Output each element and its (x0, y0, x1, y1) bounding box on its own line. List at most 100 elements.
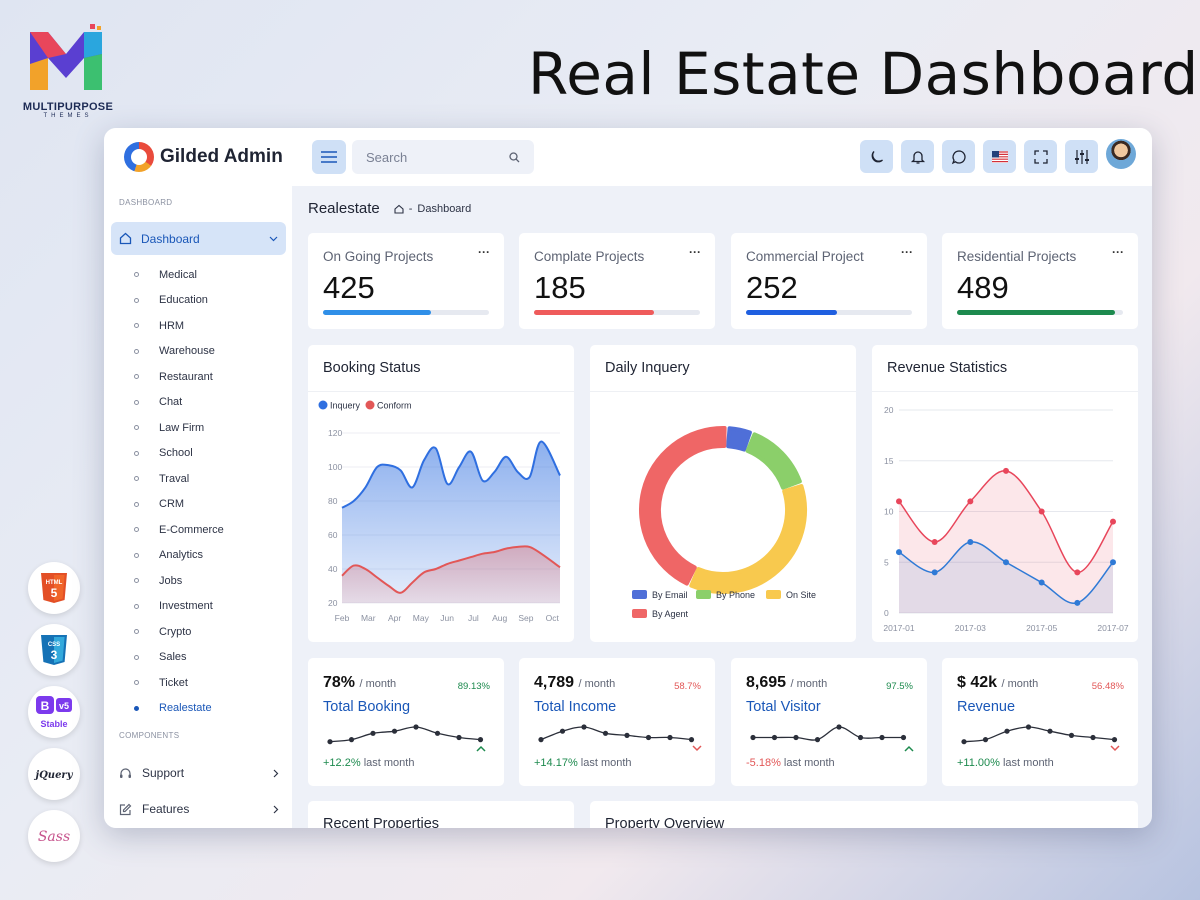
data-point[interactable] (1003, 559, 1009, 566)
search-input[interactable] (366, 149, 496, 165)
data-point[interactable] (931, 538, 938, 545)
headset-icon (120, 767, 131, 778)
sidebar-item-law-firm[interactable]: Law Firm (134, 415, 224, 441)
breadcrumb: Realestate - Dashboard (308, 200, 471, 217)
donut-slice-on-site[interactable] (689, 484, 807, 594)
stat-card: Complate Projects ··· 185 (519, 233, 715, 329)
edit-icon (119, 803, 132, 815)
sidebar-item-label: Crypto (159, 625, 192, 638)
data-point[interactable] (931, 569, 938, 576)
more-options-icon[interactable]: ··· (901, 245, 913, 259)
y-tick-label: 5 (884, 557, 889, 567)
sidebar-item-chat[interactable]: Chat (134, 390, 224, 416)
sidebar-item-crypto[interactable]: Crypto (134, 619, 224, 645)
breadcrumb-path[interactable]: - Dashboard (394, 203, 471, 215)
daily-inquery-panel: Daily Inquery By Email By Phone On Site By … (590, 345, 856, 642)
sidebar-item-realestate[interactable]: Realestate (134, 696, 224, 722)
multipurpose-m-logo-icon (30, 24, 102, 90)
notifications-button[interactable] (901, 140, 934, 173)
sidebar-item-ticket[interactable]: Ticket (134, 670, 224, 696)
sidebar-item-crm[interactable]: CRM (134, 492, 224, 518)
metric-name[interactable]: Total Booking (323, 699, 411, 715)
more-options-icon[interactable]: ··· (689, 245, 701, 259)
sidebar-item-label: CRM (159, 498, 185, 511)
chevron-right-icon (273, 805, 279, 813)
sidebar-item-support[interactable]: Support (119, 766, 279, 780)
data-point[interactable] (1074, 599, 1081, 606)
progress-track (746, 310, 912, 315)
metric-number: 78% (323, 674, 356, 691)
y-tick-label: 120 (328, 428, 342, 438)
more-options-icon[interactable]: ··· (478, 245, 490, 259)
top-bar: Gilded Admin (104, 128, 1152, 186)
sidebar-item-education[interactable]: Education (134, 288, 224, 314)
property-overview-panel: Property Overview (590, 801, 1138, 828)
donut-slice-by-phone[interactable] (745, 432, 802, 490)
data-point[interactable] (1110, 559, 1116, 566)
messages-button[interactable] (942, 140, 975, 173)
settings-sliders-icon (1074, 149, 1089, 164)
bullet-dot (134, 680, 139, 686)
y-tick-label: 20 (884, 405, 894, 415)
sidebar-item-investment[interactable]: Investment (134, 594, 224, 620)
sparkline-point (1090, 734, 1096, 741)
x-tick-label: 2017-03 (955, 623, 986, 633)
data-point[interactable] (896, 498, 902, 505)
metric-number: $ 42k (957, 674, 998, 691)
daily-inquery-title: Daily Inquery (605, 360, 690, 376)
data-point[interactable] (896, 549, 902, 556)
hamburger-menu-button[interactable] (312, 140, 346, 174)
hamburger-icon (321, 151, 337, 163)
sidebar-item-warehouse[interactable]: Warehouse (134, 339, 224, 365)
sidebar-item-restaurant[interactable]: Restaurant (134, 364, 224, 390)
sidebar-item-hrm[interactable]: HRM (134, 313, 224, 339)
data-point[interactable] (1003, 467, 1009, 474)
sidebar-item-school[interactable]: School (134, 441, 224, 467)
sparkline-point (771, 734, 778, 741)
data-point[interactable] (967, 538, 974, 545)
sidebar-item-medical[interactable]: Medical (134, 262, 224, 288)
sparkline-chart (750, 724, 907, 743)
brand-sub: THEMES (43, 113, 93, 119)
metric-name[interactable]: Revenue (957, 699, 1016, 715)
sidebar-item-features[interactable]: Features (119, 802, 279, 816)
bullet-dot (134, 578, 139, 584)
theme-toggle-button[interactable] (860, 140, 893, 173)
data-point[interactable] (967, 498, 974, 505)
sidebar-item-jobs[interactable]: Jobs (134, 568, 224, 594)
search-icon[interactable] (509, 151, 520, 163)
data-point[interactable] (1110, 518, 1116, 525)
y-tick-label: 10 (884, 507, 894, 517)
sidebar-item-analytics[interactable]: Analytics (134, 543, 224, 569)
metric-delta: +12.2% (323, 757, 361, 769)
sparkline-point (793, 734, 799, 741)
data-point[interactable] (1038, 508, 1045, 515)
language-button[interactable] (983, 140, 1016, 173)
metric-name[interactable]: Total Visitor (746, 699, 821, 715)
progress-track (323, 310, 489, 315)
metric-unit: / month (359, 678, 397, 690)
html5-badge: HTML 5 (28, 562, 80, 614)
donut-slice-by-agent[interactable] (639, 426, 727, 586)
app-logo[interactable]: Gilded Admin (124, 142, 283, 172)
sidebar-item-sales[interactable]: Sales (134, 645, 224, 671)
sidebar-item-dashboard[interactable]: Dashboard (111, 222, 286, 255)
revenue-statistics-title: Revenue Statistics (887, 360, 1008, 376)
sparkline-point (814, 737, 821, 743)
sidebar-item-e-commerce[interactable]: E-Commerce (134, 517, 224, 543)
data-point[interactable] (1038, 579, 1045, 586)
data-point[interactable] (1074, 569, 1081, 576)
metric-name[interactable]: Total Income (534, 699, 617, 715)
fullscreen-button[interactable] (1024, 140, 1057, 173)
donut-slice-by-email[interactable] (726, 426, 752, 452)
sparkline-point (456, 734, 462, 741)
metric-card: $ 42k / month 56.48% Revenue +11.00% last m… (942, 658, 1138, 786)
user-avatar[interactable] (1106, 139, 1136, 169)
sidebar-item-traval[interactable]: Traval (134, 466, 224, 492)
settings-button[interactable] (1065, 140, 1098, 173)
more-options-icon[interactable]: ··· (1112, 245, 1124, 259)
stat-label: Residential Projects (957, 249, 1077, 264)
metric-footer: -5.18% last month (746, 757, 835, 769)
x-tick-label: Sep (518, 613, 533, 623)
